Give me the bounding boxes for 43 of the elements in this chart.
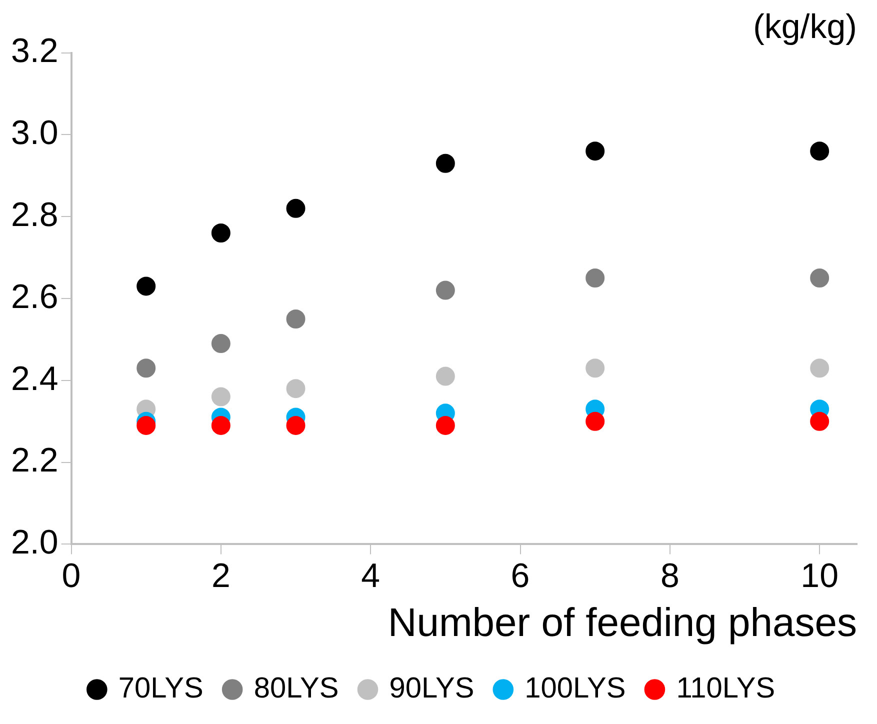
y-tick-label: 2.0 [11,524,58,562]
point [436,154,455,173]
x-tick-label: 8 [660,556,680,595]
legend-label: 70LYS [118,672,204,704]
point [286,416,306,435]
y-tick-label: 3.2 [11,32,58,70]
point [211,223,230,242]
point [436,366,455,386]
y-tick-label: 2.2 [11,442,58,480]
point [586,358,605,378]
legend-label: 110LYS [676,672,776,704]
point [810,142,830,161]
point [136,416,156,435]
chart-title: (kg/kg) [753,8,857,46]
point [211,334,230,354]
x-tick-label: 0 [62,556,81,595]
point [586,412,605,431]
x-tick-label: 6 [510,556,530,595]
point [286,309,306,328]
point [810,268,830,288]
x-tick-label: 2 [211,556,230,595]
point [136,358,156,378]
point [436,280,455,300]
point [211,387,230,406]
point [586,268,605,288]
point [136,276,156,296]
y-tick-label: 2.4 [11,360,58,398]
y-tick-label: 2.6 [11,278,58,316]
legend-label: 100LYS [524,672,626,704]
point [586,142,605,161]
point [810,358,830,378]
y-tick-label: 2.8 [11,196,58,234]
point [286,198,306,218]
x-tick-label: 4 [361,556,380,595]
point [436,416,455,435]
x-tick-label: 10 [800,556,838,595]
x-axis-title: Number of feeding phases [388,601,857,646]
point [810,412,830,431]
point [211,416,230,435]
point [286,379,306,398]
legend-label: 90LYS [389,672,474,704]
legend-label: 80LYS [254,672,339,704]
y-tick-label: 3.0 [11,114,58,152]
